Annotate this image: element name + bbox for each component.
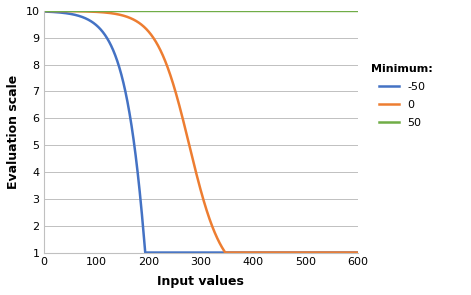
50: [185, 9, 191, 13]
-50: [346, 251, 352, 254]
X-axis label: Input values: Input values: [157, 275, 244, 288]
50: [355, 9, 361, 13]
0: [346, 251, 352, 254]
0: [194, 173, 199, 176]
-50: [57, 11, 63, 14]
0: [41, 9, 47, 13]
-50: [186, 251, 191, 254]
0: [288, 251, 294, 254]
0: [185, 139, 191, 142]
0: [57, 9, 63, 13]
Legend: -50, 0, 50: -50, 0, 50: [366, 60, 437, 132]
50: [346, 9, 352, 13]
50: [41, 9, 47, 13]
0: [346, 251, 352, 254]
50: [194, 9, 199, 13]
50: [346, 9, 351, 13]
Line: 0: 0: [44, 11, 358, 253]
-50: [142, 251, 148, 254]
50: [57, 9, 63, 13]
-50: [288, 251, 294, 254]
-50: [41, 10, 47, 13]
Y-axis label: Evaluation scale: Evaluation scale: [7, 75, 20, 189]
-50: [355, 251, 361, 254]
-50: [346, 251, 352, 254]
Line: -50: -50: [44, 12, 358, 253]
0: [355, 251, 361, 254]
-50: [194, 251, 200, 254]
0: [222, 251, 228, 254]
50: [288, 9, 294, 13]
